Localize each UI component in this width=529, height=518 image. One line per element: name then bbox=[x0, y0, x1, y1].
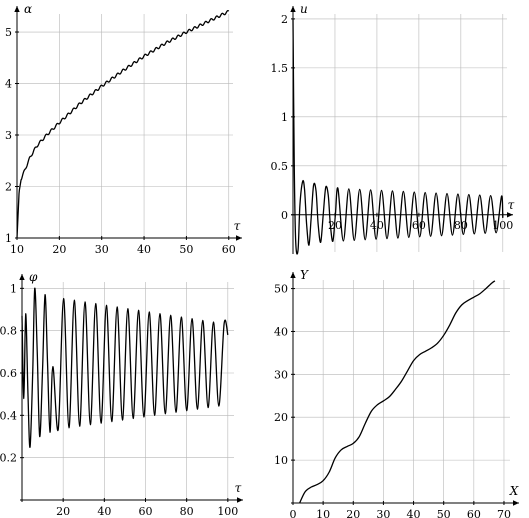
alpha-curve bbox=[16, 10, 230, 239]
x-tick-label: 60 bbox=[467, 508, 481, 518]
x-tick-label: 80 bbox=[180, 505, 194, 518]
y-tick-label: 50 bbox=[274, 283, 288, 296]
x-axis-label: τ bbox=[508, 198, 515, 212]
y-tick-label: 3 bbox=[5, 129, 12, 142]
x-tick-label: 30 bbox=[376, 508, 390, 518]
y-tick-label: 30 bbox=[274, 368, 288, 381]
trajectory-curve bbox=[299, 280, 496, 504]
phi-vs-tau-chart: 20 40 60 80 100 0.2 0.4 0.6 0.8 1 τ φ bbox=[0, 270, 243, 518]
y-axis-label: φ bbox=[29, 270, 38, 284]
y-tick-label: 0 bbox=[281, 209, 288, 222]
y-tick-label: 10 bbox=[274, 454, 288, 467]
x-tick-label: 40 bbox=[97, 505, 111, 518]
x-axis-label: τ bbox=[235, 481, 242, 495]
y-axis-label: u bbox=[300, 2, 308, 16]
y-axis-label: Y bbox=[300, 268, 309, 282]
x-tick-label: 40 bbox=[137, 243, 151, 256]
x-axis-label: X bbox=[509, 484, 519, 498]
y-vs-x-trajectory-chart: 0 10 20 30 40 50 60 70 10 20 30 40 50 X Y bbox=[274, 268, 519, 518]
x-tick-label: 60 bbox=[138, 505, 152, 518]
x-tick-label: 60 bbox=[412, 219, 426, 232]
x-tick-label: 60 bbox=[222, 243, 236, 256]
y-tick-label: 40 bbox=[274, 325, 288, 338]
y-tick-label: 0.4 bbox=[0, 409, 17, 422]
y-tick-label: 0.6 bbox=[0, 367, 17, 380]
x-tick-label: 40 bbox=[407, 508, 421, 518]
x-tick-label: 20 bbox=[56, 505, 70, 518]
y-tick-label: 1.5 bbox=[271, 62, 289, 75]
alpha-vs-tau-chart: 10 20 30 40 50 60 1 2 3 4 5 τ α bbox=[5, 2, 242, 256]
x-tick-label: 10 bbox=[10, 243, 24, 256]
y-tick-label: 1 bbox=[281, 111, 288, 124]
x-tick-label: 80 bbox=[454, 219, 468, 232]
x-tick-label: 100 bbox=[492, 219, 513, 232]
x-tick-label: 20 bbox=[52, 243, 66, 256]
x-tick-label: 70 bbox=[497, 508, 511, 518]
u-curve bbox=[292, 18, 504, 255]
x-tick-label: 50 bbox=[437, 508, 451, 518]
u-vs-tau-chart: 20 40 60 80 100 0 0.5 1 1.5 2 τ u bbox=[271, 2, 515, 255]
x-axis-label: τ bbox=[234, 219, 241, 233]
y-tick-label: 2 bbox=[5, 181, 12, 194]
x-tick-label: 30 bbox=[95, 243, 109, 256]
x-tick-label: 50 bbox=[179, 243, 193, 256]
x-tick-label: 20 bbox=[328, 219, 342, 232]
x-tick-label: 20 bbox=[346, 508, 360, 518]
y-tick-label: 20 bbox=[274, 411, 288, 424]
y-tick-label: 5 bbox=[5, 26, 12, 39]
y-tick-label: 1 bbox=[5, 232, 12, 245]
y-tick-label: 0.2 bbox=[0, 452, 17, 465]
y-tick-label: 4 bbox=[5, 78, 12, 91]
y-tick-label: 0.8 bbox=[0, 325, 17, 338]
y-tick-label: 0.5 bbox=[271, 160, 289, 173]
x-tick-label: 100 bbox=[217, 505, 238, 518]
phi-curve bbox=[21, 287, 229, 448]
x-tick-label: 40 bbox=[370, 219, 384, 232]
y-tick-label: 1 bbox=[10, 282, 17, 295]
x-tick-label: 10 bbox=[316, 508, 330, 518]
x-tick-label: 0 bbox=[290, 508, 297, 518]
y-axis-label: α bbox=[24, 2, 32, 16]
y-tick-label: 2 bbox=[281, 13, 288, 26]
